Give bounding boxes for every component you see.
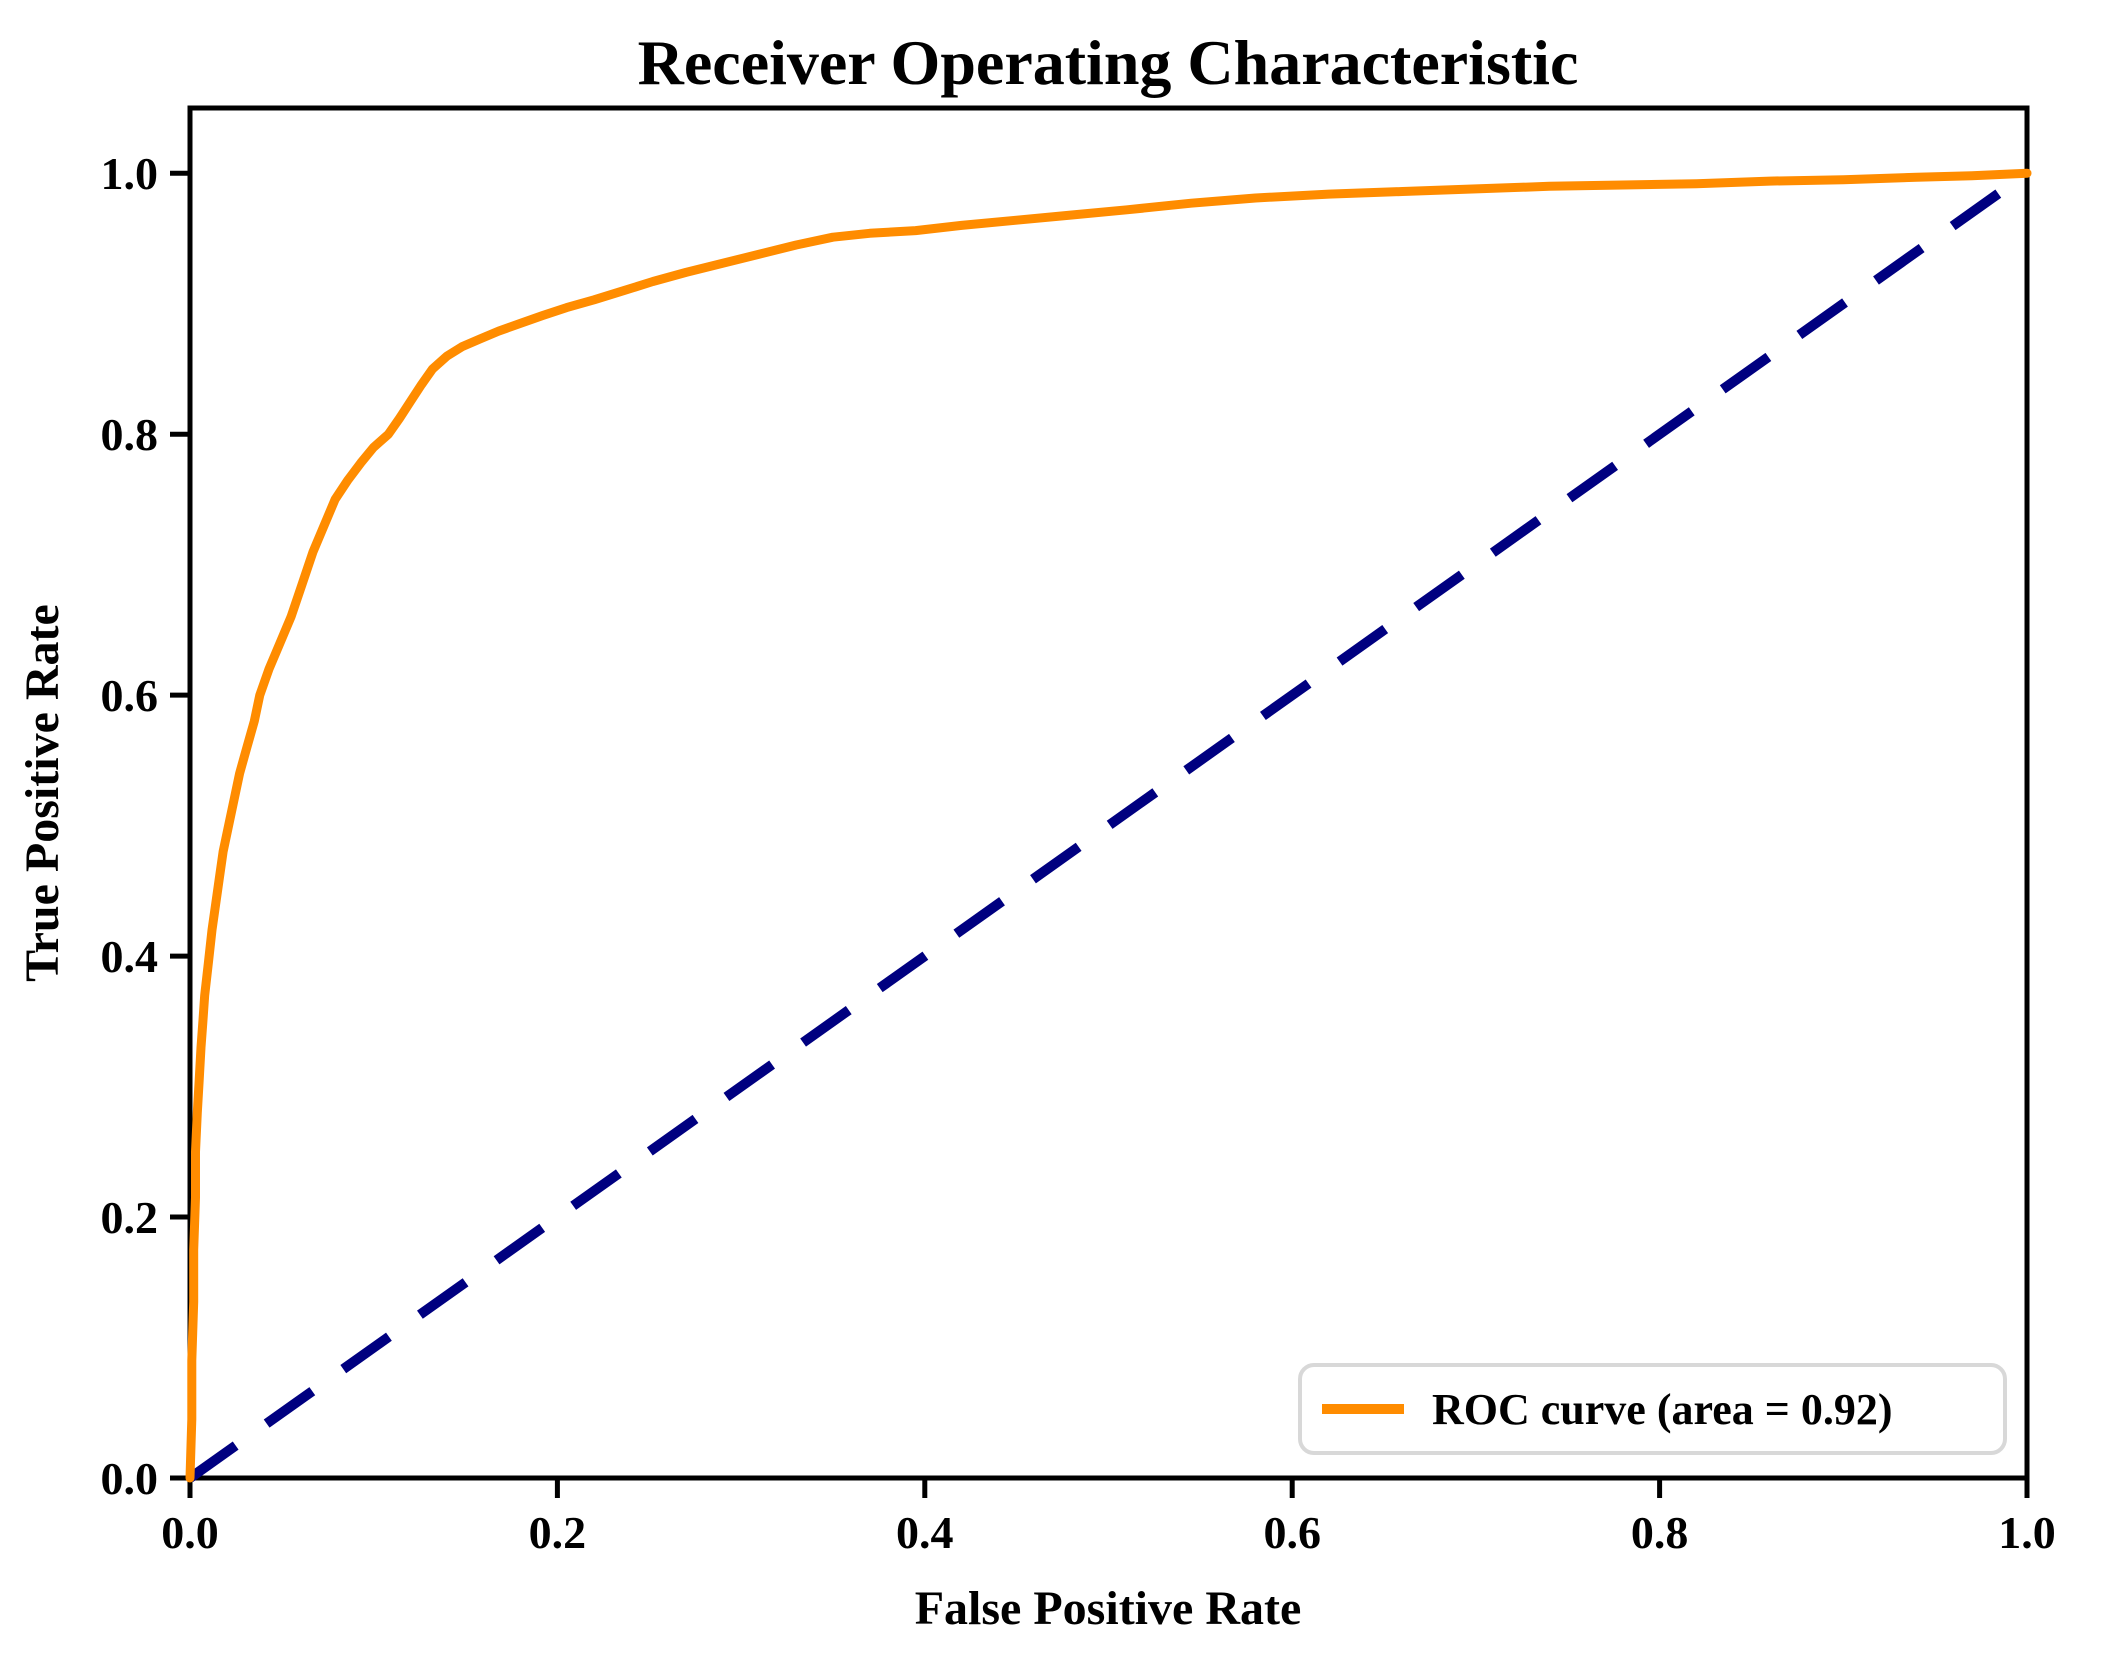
x-tick-label: 0.6 xyxy=(1263,1507,1321,1558)
y-tick-label: 0.2 xyxy=(101,1192,159,1243)
roc-curve-line xyxy=(185,168,2032,1483)
plot-area-frame xyxy=(187,105,2030,1481)
y-tick-label: 0.4 xyxy=(101,931,159,982)
chance-diagonal-line xyxy=(187,169,2030,1483)
legend-box xyxy=(1298,1363,2007,1455)
y-tick-label: 0.8 xyxy=(101,409,159,460)
x-axis-label: False Positive Rate xyxy=(915,1582,1302,1635)
x-tick-label: 0.4 xyxy=(896,1507,954,1558)
x-tick-label: 1.0 xyxy=(1998,1507,2056,1558)
y-tick-label: 0.6 xyxy=(101,670,159,721)
legend-entry-label: ROC curve (area = 0.92) xyxy=(1432,1385,1892,1434)
chart-title: Receiver Operating Characteristic xyxy=(638,27,1579,98)
x-tick-label: 0.0 xyxy=(161,1507,219,1558)
x-axis-ticks: 0.0 0.2 0.4 0.6 0.8 1.0 xyxy=(161,1478,2056,1558)
legend: ROC curve (area = 0.92) xyxy=(1298,1363,2007,1455)
y-axis-ticks: 0.0 0.2 0.4 0.6 0.8 1.0 xyxy=(101,148,190,1504)
x-tick-label: 0.2 xyxy=(529,1507,587,1558)
y-axis-label: True Positive Rate xyxy=(16,604,69,982)
y-tick-label: 0.0 xyxy=(101,1453,159,1504)
x-tick-label: 0.8 xyxy=(1631,1507,1689,1558)
y-tick-label: 1.0 xyxy=(101,148,159,199)
